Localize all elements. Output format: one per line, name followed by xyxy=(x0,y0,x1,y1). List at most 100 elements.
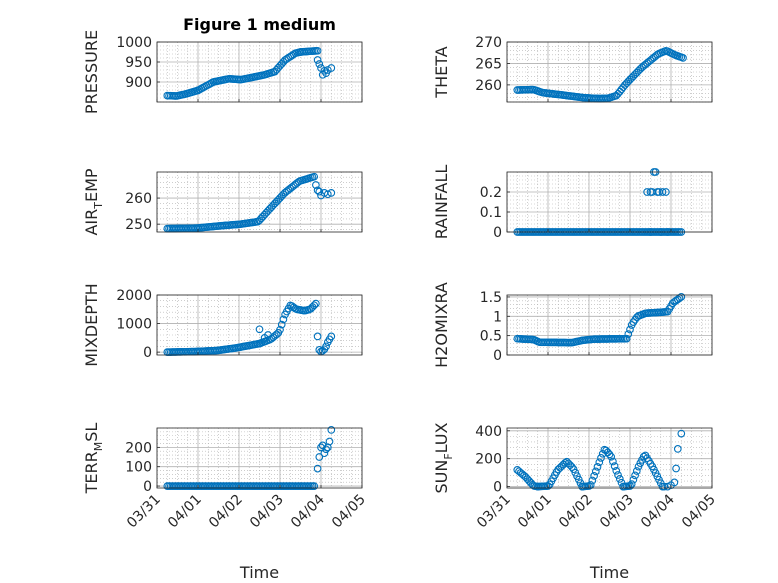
x-axis-label: Time xyxy=(589,563,629,582)
y-tick-label: 0 xyxy=(493,348,502,364)
x-axis-label: Time xyxy=(239,563,279,582)
data-point xyxy=(277,320,286,329)
y-tick-label: 1.5 xyxy=(480,290,502,306)
data-point xyxy=(672,464,680,473)
data-point xyxy=(643,188,651,196)
data-point xyxy=(312,299,320,308)
y-tick-label: 270 xyxy=(475,35,502,51)
y-tick-label: 260 xyxy=(125,191,152,207)
data-point xyxy=(313,56,322,64)
data-point xyxy=(631,471,639,480)
y-tick-label: 400 xyxy=(475,424,502,440)
data-point xyxy=(610,462,619,470)
data-point xyxy=(322,445,330,454)
data-point xyxy=(591,467,600,476)
data-point xyxy=(624,330,633,338)
data-point xyxy=(320,66,329,75)
data-point xyxy=(677,429,686,438)
y-tick-label: 0 xyxy=(143,345,152,361)
data-point xyxy=(585,482,593,490)
data-point xyxy=(677,293,686,301)
data-point xyxy=(590,472,598,480)
y-axis-label: RAINFALL xyxy=(432,165,451,240)
data-point xyxy=(276,325,284,334)
y-tick-label: 1 xyxy=(493,309,502,325)
data-point xyxy=(609,457,617,466)
axes-box xyxy=(156,41,363,103)
y-axis-label: TERRMSL xyxy=(82,423,105,495)
y-axis-label: THETA xyxy=(432,46,451,98)
y-axis-label: AIRTEMP xyxy=(82,168,105,235)
subplot-pressure: 900 950 1000 PRESSURE Figure 1 medium xyxy=(82,15,363,114)
y-tick-label: 100 xyxy=(125,460,152,476)
data-point xyxy=(622,334,631,343)
data-point xyxy=(632,467,641,475)
y-tick-label: 200 xyxy=(475,452,502,468)
data-point xyxy=(315,453,324,461)
data-point xyxy=(679,54,687,62)
y-tick-label: 1000 xyxy=(116,35,152,51)
data-point xyxy=(315,187,324,196)
y-tick-label: 1000 xyxy=(116,317,152,333)
data-point xyxy=(595,458,604,467)
axes-box xyxy=(156,294,363,356)
data-point xyxy=(322,342,330,351)
data-point xyxy=(607,452,616,461)
axes-box xyxy=(506,294,713,356)
data-point xyxy=(627,480,636,488)
axes-box xyxy=(156,171,363,233)
y-tick-label: 0.2 xyxy=(480,185,502,201)
y-tick-label: 250 xyxy=(125,217,152,233)
data-point xyxy=(315,346,324,354)
data-point xyxy=(605,450,614,459)
y-axis-label: SUNFLUX xyxy=(432,422,455,493)
y-tick-label: 0 xyxy=(493,225,502,241)
data-point xyxy=(312,181,320,189)
data-point xyxy=(593,463,602,471)
axes-box xyxy=(506,41,713,103)
data-point xyxy=(568,463,576,471)
data-point xyxy=(597,454,605,462)
y-axis-label: H2OMIXRA xyxy=(432,282,451,368)
data-point xyxy=(264,331,272,339)
data-point xyxy=(612,466,621,475)
y-axis-label: MIXDEPTH xyxy=(82,283,101,366)
y-tick-label: 0 xyxy=(143,479,152,495)
data-point xyxy=(310,172,319,181)
data-point xyxy=(315,60,324,68)
data-point xyxy=(327,332,336,341)
y-tick-label: 260 xyxy=(475,78,502,94)
y-tick-label: 2000 xyxy=(116,288,152,304)
y-axis-label: PRESSURE xyxy=(82,30,101,114)
data-point xyxy=(670,478,679,487)
data-point xyxy=(626,325,634,334)
axes-box xyxy=(156,427,363,489)
y-tick-label: 200 xyxy=(125,440,152,456)
data-point xyxy=(323,190,332,199)
data-point xyxy=(313,332,322,341)
data-point xyxy=(588,476,597,485)
data-point xyxy=(327,64,336,72)
data-point xyxy=(325,437,334,446)
subplot-mixdepth: 0 1000 2000 MIXDEPTH xyxy=(82,283,363,367)
axes-box xyxy=(506,171,713,233)
y-tick-label: 900 xyxy=(125,75,152,91)
y-tick-label: 950 xyxy=(125,55,152,71)
data-point xyxy=(614,471,622,479)
data-point xyxy=(615,475,624,483)
data-point xyxy=(673,445,682,453)
y-tick-label: 0.5 xyxy=(480,329,502,345)
data-point xyxy=(626,482,634,490)
axes-box xyxy=(506,427,713,489)
subplot-rainfall: 0 0.1 0.2 RAINFALL xyxy=(432,165,713,241)
data-point xyxy=(629,475,638,484)
data-point xyxy=(310,482,319,490)
data-point xyxy=(310,301,319,310)
data-point xyxy=(662,188,670,196)
data-point xyxy=(320,449,329,458)
data-point xyxy=(327,426,336,434)
data-point xyxy=(255,325,264,334)
data-point xyxy=(313,46,322,55)
data-point xyxy=(313,464,322,473)
